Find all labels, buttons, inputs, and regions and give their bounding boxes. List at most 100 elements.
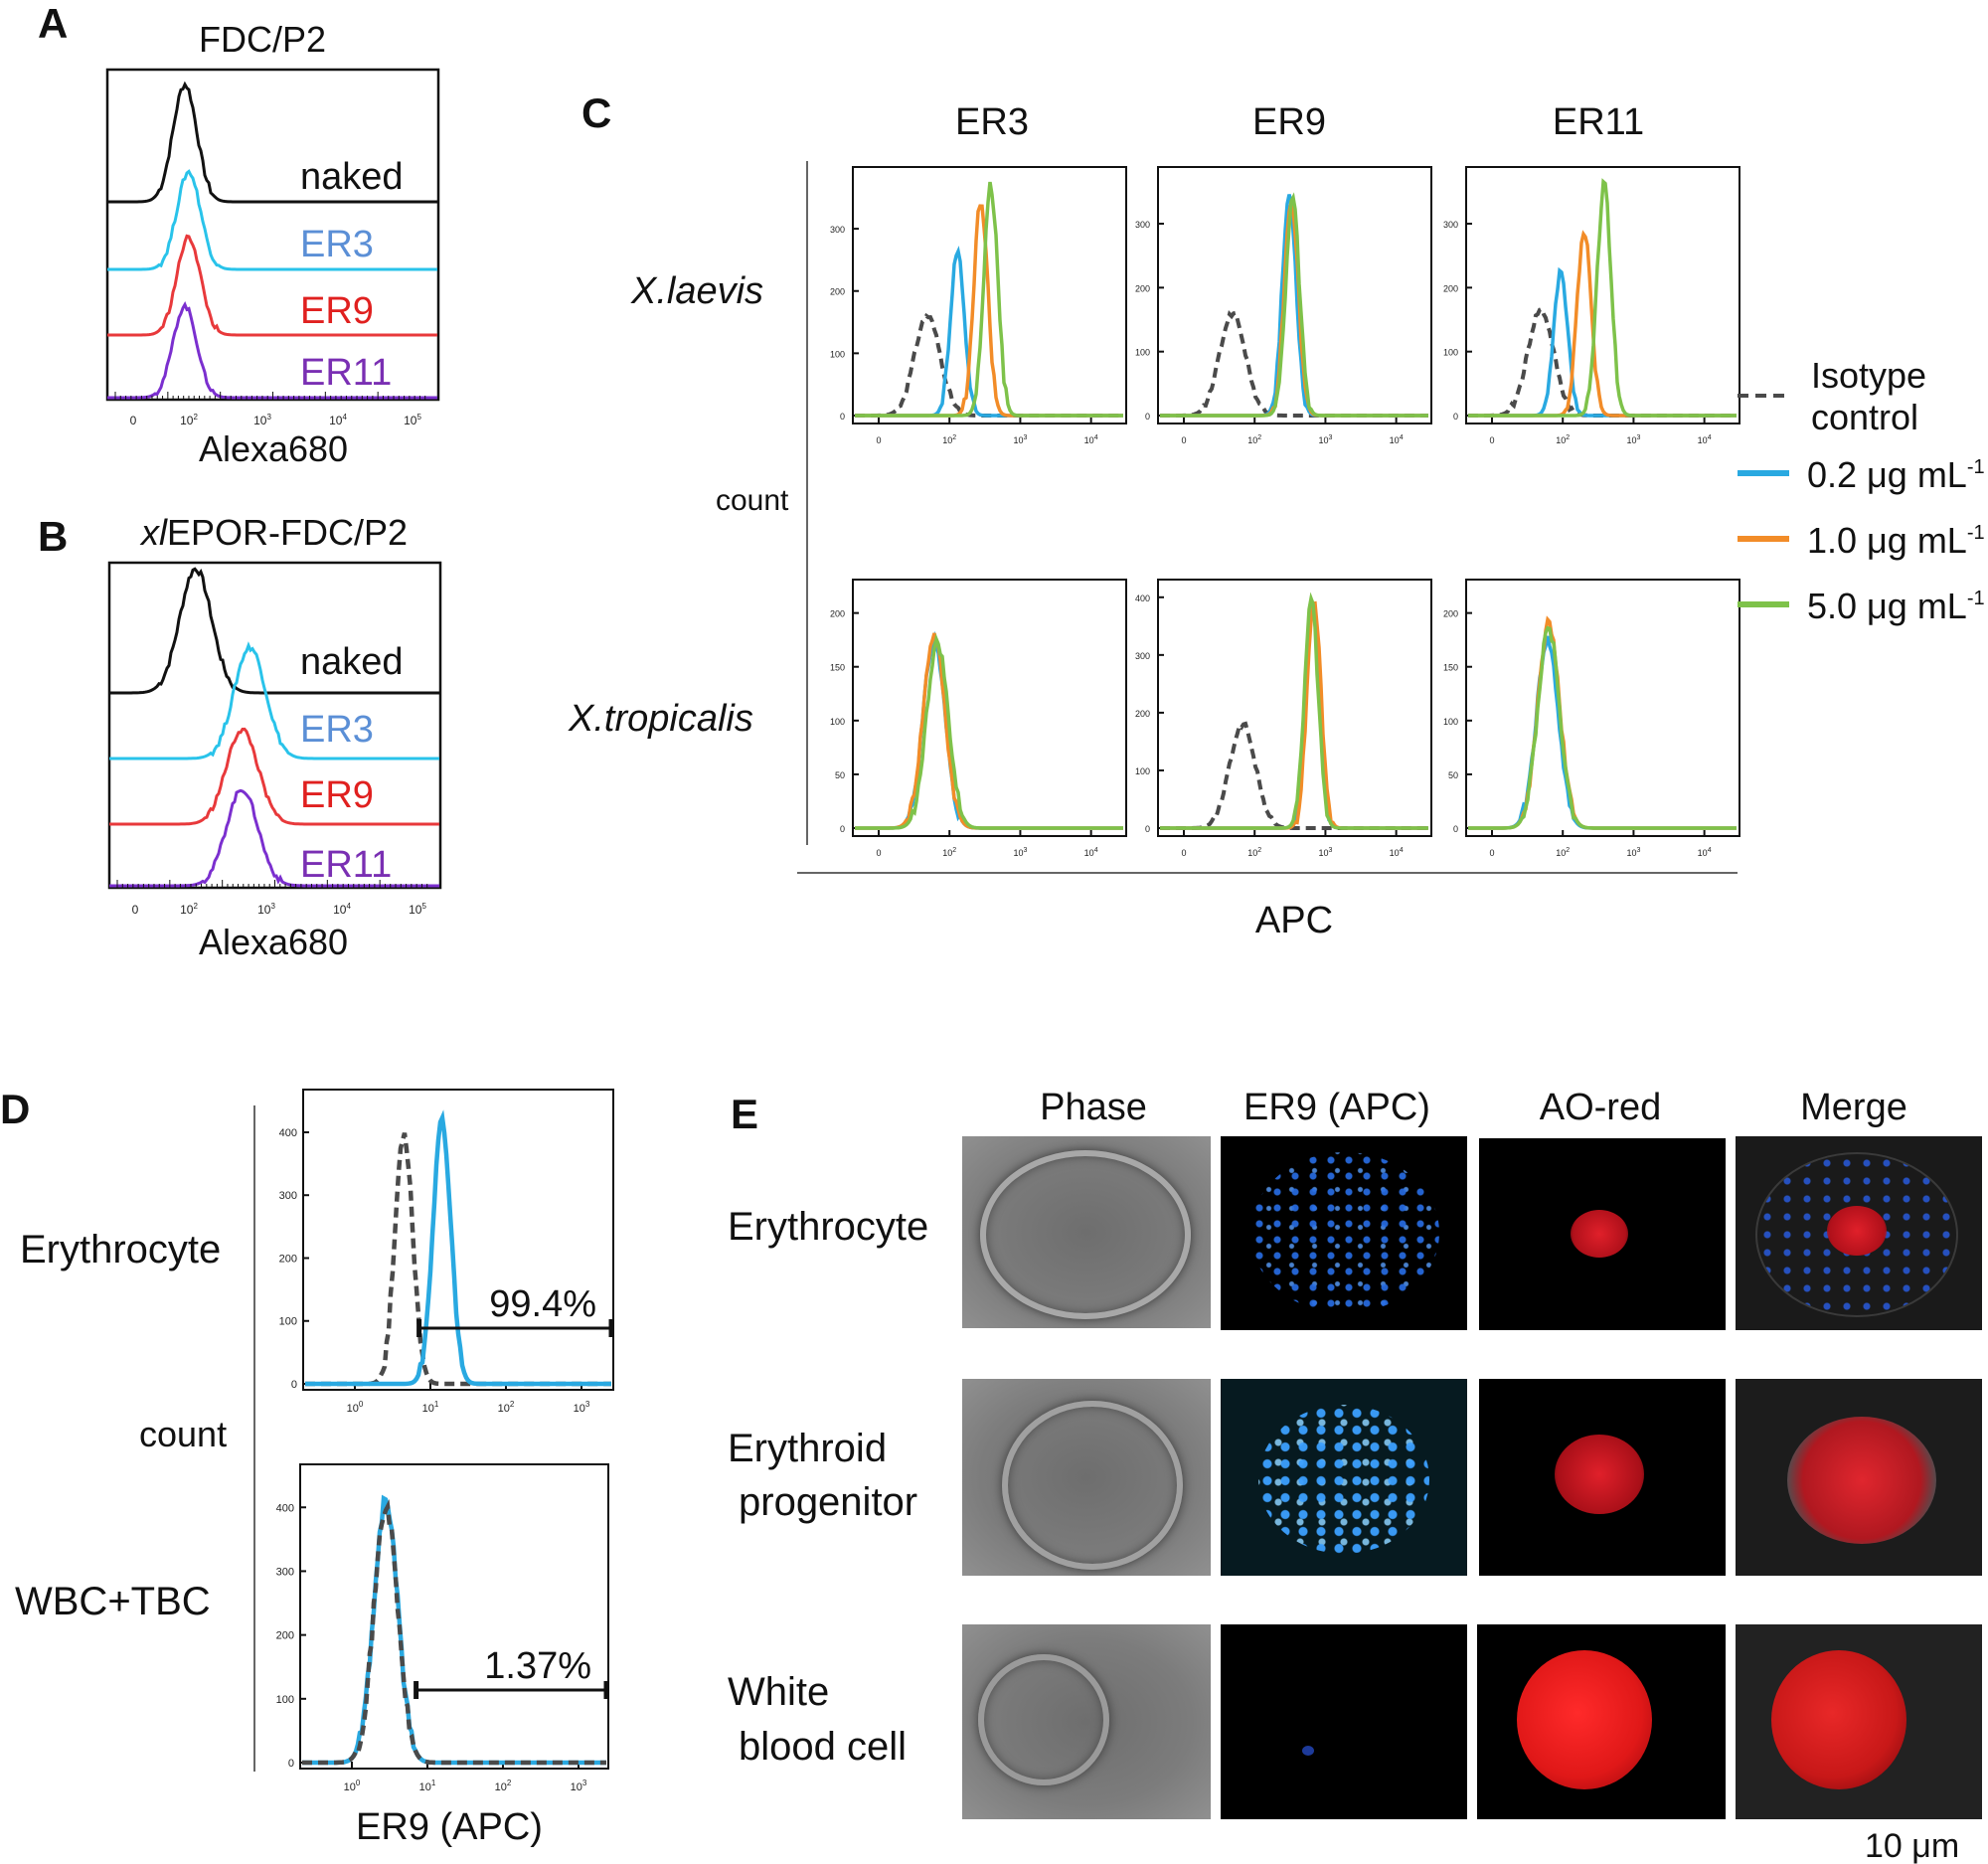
panel-e-row-title-progenitor-1: Erythroid — [728, 1427, 887, 1470]
y-tick-label: 300 — [1443, 220, 1458, 230]
y-tick-label: 300 — [830, 225, 845, 235]
panel-c-hist-r0c0: 0 100 200 300 0 102 103 104 — [830, 166, 1127, 445]
y-tick-label: 100 — [830, 349, 845, 359]
x-tick-label: 0 — [1181, 848, 1186, 858]
x-tick-label: 0 — [876, 435, 881, 445]
hist-isotype — [1160, 721, 1428, 830]
y-tick-label: 200 — [1135, 709, 1150, 719]
hist-c50 — [855, 633, 1123, 830]
panel-label-b: B — [38, 513, 68, 560]
panel-b-label-er3: ER3 — [300, 709, 374, 751]
x-tick-label: 103 — [1013, 847, 1027, 858]
y-tick-label: 200 — [830, 609, 845, 619]
panel-c-hist-r1c0: 0 50 100 150 200 0 102 103 104 — [830, 579, 1127, 858]
micrograph-erythrocyte-er9 — [1221, 1136, 1467, 1330]
hist-c50 — [1468, 178, 1737, 418]
gate-label: 1.37% — [484, 1645, 591, 1687]
legend-label-5.0: 5.0 μg mL-1 — [1807, 586, 1985, 626]
y-tick-label: 0 — [840, 412, 845, 422]
x-tick-label: 102 — [1556, 434, 1570, 445]
panel-e-row-title-erythrocyte: Erythrocyte — [728, 1205, 928, 1249]
x-tick-label: 100 — [344, 1779, 361, 1793]
y-tick-label: 100 — [276, 1694, 294, 1706]
panel-b-xlabel: Alexa680 — [199, 922, 348, 962]
legend-label-1.0: 1.0 μg mL-1 — [1807, 520, 1985, 561]
plot-frame — [1465, 166, 1740, 424]
hist-c10 — [1468, 230, 1737, 418]
hist-c10 — [855, 632, 1123, 830]
panel-e-col-title-er9: ER9 (APC) — [1243, 1087, 1430, 1128]
panel-d-xlabel: ER9 (APC) — [356, 1806, 543, 1848]
gate-label: 99.4% — [489, 1283, 596, 1325]
panel-c-col-title-er11: ER11 — [1553, 101, 1644, 143]
y-tick-label: 200 — [1443, 609, 1458, 619]
x-tick: 105 — [409, 902, 426, 917]
x-tick-label: 0 — [1181, 435, 1186, 445]
plot-frame — [852, 579, 1127, 837]
panel-c-histogram-grid: 0 100 200 300 0 102 103 104 0 100 200 300 0 102 103 104… — [830, 166, 1740, 858]
plot-frame — [852, 166, 1127, 424]
x-tick-label: 102 — [1247, 847, 1261, 858]
panel-label-c: C — [581, 89, 611, 136]
x-tick-label: 102 — [942, 434, 956, 445]
hist-c50 — [1160, 592, 1428, 830]
panel-a-title: FDC/P2 — [199, 19, 326, 60]
y-tick-label: 100 — [1443, 348, 1458, 358]
panel-d-row-title-wbc: WBC+TBC — [15, 1580, 211, 1623]
panel-e-col-title-phase: Phase — [1040, 1087, 1147, 1128]
hist-c50 — [855, 181, 1123, 418]
x-tick-label: 104 — [1084, 434, 1098, 445]
micrograph-progenitor-merge — [1736, 1379, 1982, 1576]
y-tick-label: 200 — [1443, 283, 1458, 293]
y-tick-label: 100 — [1443, 717, 1458, 727]
panel-e-row-title-wbc-2: blood cell — [739, 1725, 907, 1769]
y-tick-label: 200 — [279, 1253, 297, 1265]
micrograph-erythrocyte-phase — [962, 1136, 1211, 1328]
hist-c02 — [302, 1494, 606, 1766]
panel-c-col-title-er3: ER3 — [955, 101, 1029, 143]
y-tick-label: 150 — [1443, 663, 1458, 673]
hist-c10 — [1468, 615, 1737, 830]
plot-frame — [1157, 166, 1432, 424]
y-tick-label: 400 — [279, 1127, 297, 1139]
y-tick-label: 0 — [1145, 412, 1150, 422]
panel-c-hist-r0c1: 0 100 200 300 0 102 103 104 — [1135, 166, 1432, 445]
hist-c10 — [1160, 201, 1428, 418]
x-tick-label: 104 — [1390, 847, 1404, 858]
plot-frame — [299, 1463, 609, 1770]
hist-c02 — [1468, 266, 1737, 418]
x-tick-label: 103 — [1013, 434, 1027, 445]
micrograph-wbc-aored — [1477, 1624, 1726, 1819]
panel-c: C ER3 ER9 ER11 X.laevis X.tropicalis cou… — [568, 89, 1985, 941]
x-tick-label: 100 — [347, 1400, 364, 1415]
panel-d: D Erythrocyte count WBC+TBC 0 100 200 300 40… — [0, 1086, 614, 1848]
x-tick: 105 — [404, 413, 421, 427]
x-tick-label: 102 — [498, 1400, 515, 1415]
hist-isotype — [1160, 310, 1428, 418]
hist-c10 — [1160, 600, 1428, 830]
panel-a-label-er3: ER3 — [300, 224, 374, 265]
legend-label-isotype-1: Isotype — [1811, 355, 1926, 396]
panel-label-e: E — [731, 1091, 758, 1137]
panel-c-hist-r1c2: 0 50 100 150 200 0 102 103 104 — [1443, 579, 1740, 858]
micrograph-wbc-er9 — [1221, 1624, 1467, 1819]
panel-e-row-title-wbc-1: White — [728, 1670, 829, 1714]
x-tick-label: 103 — [1318, 847, 1332, 858]
y-tick-label: 100 — [1135, 766, 1150, 776]
hist-c50 — [1468, 625, 1737, 830]
x-tick-label: 104 — [1698, 847, 1712, 858]
y-tick-label: 50 — [1448, 770, 1458, 780]
panel-e-col-title-merge: Merge — [1800, 1087, 1907, 1128]
panel-a-frame — [105, 68, 440, 402]
panel-d-row-title-erythrocyte: Erythrocyte — [20, 1228, 221, 1271]
x-tick-label: 103 — [1626, 434, 1640, 445]
panel-e: E Phase ER9 (APC) AO-red Merge Erythrocy… — [728, 1087, 1978, 1864]
x-tick-label: 102 — [495, 1779, 512, 1793]
panel-c-xlabel: APC — [1255, 900, 1333, 941]
legend-label-isotype-2: control — [1811, 397, 1918, 437]
y-tick-label: 50 — [835, 770, 845, 780]
panel-c-hist-r1c1: 0 100 200 300 400 0 102 103 104 — [1135, 579, 1432, 858]
x-tick-label: 0 — [1489, 848, 1494, 858]
panel-c-row-title-tropicalis: X.tropicalis — [568, 698, 753, 740]
curvesB-ticks — [116, 880, 428, 888]
